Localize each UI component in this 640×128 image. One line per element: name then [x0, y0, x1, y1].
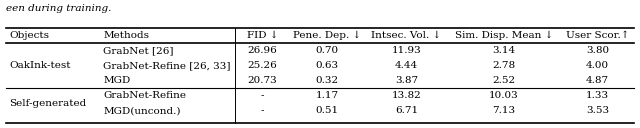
- Text: Objects: Objects: [10, 31, 50, 40]
- Text: 1.33: 1.33: [586, 91, 609, 100]
- Text: Pene. Dep. ↓: Pene. Dep. ↓: [293, 31, 362, 40]
- Text: 11.93: 11.93: [392, 46, 421, 55]
- Text: 13.82: 13.82: [392, 91, 421, 100]
- Text: 0.32: 0.32: [316, 76, 339, 85]
- Text: 4.00: 4.00: [586, 61, 609, 70]
- Text: -: -: [260, 106, 264, 115]
- Text: 3.87: 3.87: [395, 76, 418, 85]
- Text: 1.17: 1.17: [316, 91, 339, 100]
- Text: 2.52: 2.52: [492, 76, 515, 85]
- Text: Sim. Disp. Mean ↓: Sim. Disp. Mean ↓: [454, 31, 553, 40]
- Text: MGD: MGD: [103, 76, 131, 85]
- Text: 4.44: 4.44: [395, 61, 418, 70]
- Text: 3.80: 3.80: [586, 46, 609, 55]
- Text: 2.78: 2.78: [492, 61, 515, 70]
- Text: 3.14: 3.14: [492, 46, 515, 55]
- Text: GrabNet [26]: GrabNet [26]: [103, 46, 174, 55]
- Text: 7.13: 7.13: [492, 106, 515, 115]
- Text: 20.73: 20.73: [248, 76, 277, 85]
- Text: GrabNet-Refine: GrabNet-Refine: [103, 91, 186, 100]
- Text: OakInk-test: OakInk-test: [10, 61, 71, 70]
- Text: 25.26: 25.26: [248, 61, 277, 70]
- Text: Self-generated: Self-generated: [10, 99, 87, 108]
- Text: FID ↓: FID ↓: [246, 31, 278, 40]
- Text: User Scor.↑: User Scor.↑: [566, 31, 629, 40]
- Text: GrabNet-Refine [26, 33]: GrabNet-Refine [26, 33]: [103, 61, 231, 70]
- Text: een during training.: een during training.: [6, 4, 112, 13]
- Text: -: -: [260, 91, 264, 100]
- Text: Intsec. Vol. ↓: Intsec. Vol. ↓: [371, 31, 442, 40]
- Text: Methods: Methods: [103, 31, 149, 40]
- Text: 26.96: 26.96: [248, 46, 277, 55]
- Text: 4.87: 4.87: [586, 76, 609, 85]
- Text: 6.71: 6.71: [395, 106, 418, 115]
- Text: 3.53: 3.53: [586, 106, 609, 115]
- Text: 10.03: 10.03: [489, 91, 518, 100]
- Text: 0.51: 0.51: [316, 106, 339, 115]
- Text: 0.70: 0.70: [316, 46, 339, 55]
- Text: 0.63: 0.63: [316, 61, 339, 70]
- Text: MGD(uncond.): MGD(uncond.): [103, 106, 181, 115]
